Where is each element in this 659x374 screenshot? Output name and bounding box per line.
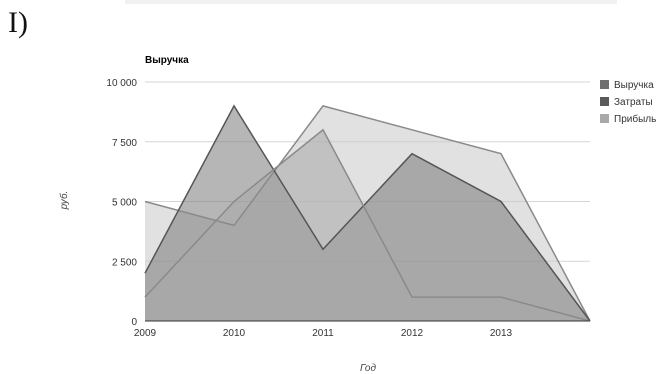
x-tick-label: 2009 (134, 328, 157, 339)
series-line-3 (144, 128, 591, 322)
legend-swatch (600, 97, 609, 106)
legend-label: Прибыль (614, 113, 656, 125)
x-tick-label: 2012 (401, 328, 424, 339)
legend-swatch (600, 114, 609, 123)
x-tick-label: 2010 (223, 328, 246, 339)
y-axis-label: руб. (58, 191, 70, 211)
y-tick-label: 2 500 (112, 257, 137, 268)
chart-title: Выручка (145, 55, 189, 66)
y-tick-label: 7 500 (112, 138, 137, 149)
series-line-2 (144, 104, 591, 322)
x-tick-label: 2011 (312, 328, 334, 339)
x-tick-labels: 2009 2010 2011 2012 2013 (134, 328, 513, 339)
series-line-1 (144, 105, 591, 322)
y-tick-label: 0 (131, 317, 137, 328)
legend-label: Затраты (614, 97, 653, 108)
series-area-3 (145, 129, 590, 321)
y-tick-label: 5 000 (112, 198, 137, 209)
legend: Выручка Затраты Прибыль (600, 80, 656, 125)
x-tick-label: 2013 (490, 328, 513, 339)
legend-swatch (600, 80, 609, 89)
series-lines (144, 104, 591, 322)
y-tick-label: 10 000 (106, 78, 137, 89)
top-strip (125, 0, 617, 4)
legend-label: Выручка (614, 80, 654, 91)
x-axis-label: Год (360, 363, 376, 374)
y-tick-labels: 0 2 500 5 000 7 500 10 000 (106, 78, 137, 328)
part-label: I) (8, 6, 28, 39)
